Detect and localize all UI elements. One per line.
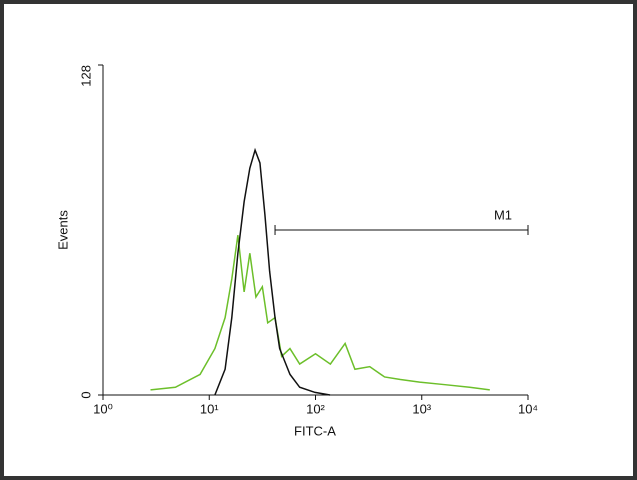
x-tick-label: 10²: [306, 401, 325, 416]
histogram-trace: [214, 147, 331, 396]
y-tick-label: 0: [78, 391, 93, 398]
x-tick-label: 10⁰: [93, 401, 113, 416]
histogram-trace: [150, 235, 490, 391]
y-tick-label: 128: [78, 65, 93, 87]
x-tick-label: 10³: [412, 401, 431, 416]
x-axis-label: FITC-A: [294, 423, 336, 438]
marker-label: M1: [494, 207, 512, 222]
x-tick-label: 10⁴: [518, 401, 538, 416]
y-axis-label: Events: [55, 210, 70, 250]
x-tick-label: 10¹: [200, 401, 219, 416]
